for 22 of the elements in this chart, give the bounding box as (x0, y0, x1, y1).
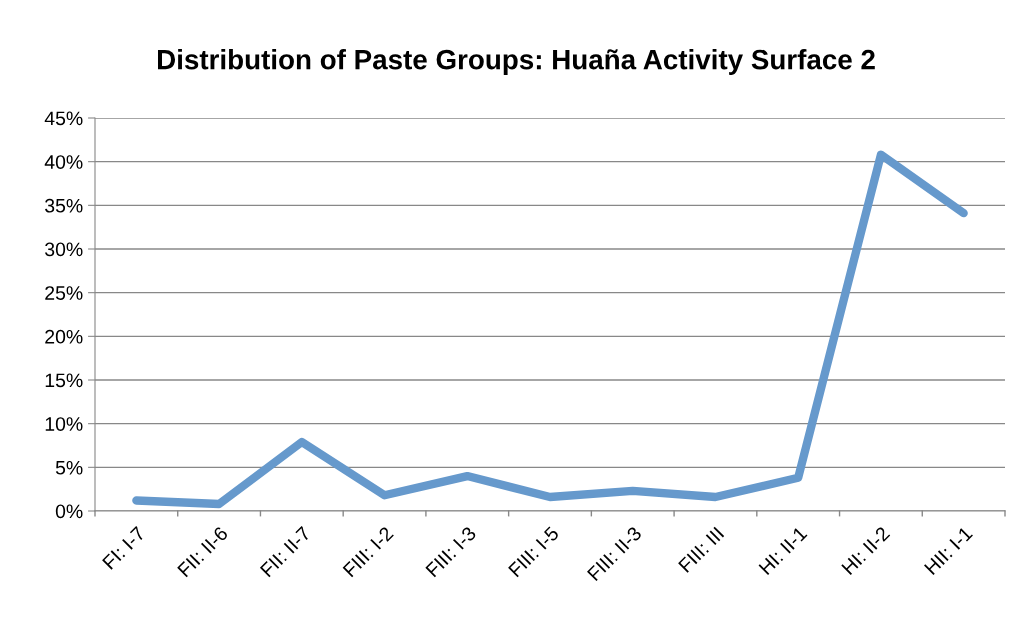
x-tick-label: HII: I-1 (924, 526, 973, 575)
x-tick-label: FIII: I-3 (425, 525, 477, 578)
y-tick-label: 20% (45, 329, 83, 344)
y-tick-label: 40% (44, 155, 83, 169)
y-tick-label: 10% (45, 417, 83, 431)
y-tick-label: 35% (45, 198, 83, 213)
chart-title: Distribution of Paste Groups: Huaña Activity Surface 2 (158, 49, 875, 75)
x-tick-label: HI: II-1 (758, 526, 808, 575)
x-tick-label: FI: I-7 (102, 526, 146, 570)
y-tick-label: 30% (45, 242, 83, 257)
y-tick-label: 0% (55, 504, 83, 519)
x-tick-label: FIII: I-5 (508, 525, 560, 578)
x-tick-label: FII: II-7 (259, 526, 312, 578)
x-tick-label: FIII: III (678, 526, 725, 573)
y-tick-label: 25% (45, 286, 83, 300)
y-tick-label: 15% (45, 373, 83, 388)
x-tick-label: FIII: II-3 (586, 525, 643, 582)
y-tick-label: 5% (55, 460, 83, 475)
y-tick-label: 45% (44, 111, 83, 126)
x-tick-label: FII: II-6 (177, 525, 229, 578)
x-tick-label: FIII: I-2 (342, 525, 394, 578)
x-tick-label: HI: II-2 (841, 525, 891, 575)
